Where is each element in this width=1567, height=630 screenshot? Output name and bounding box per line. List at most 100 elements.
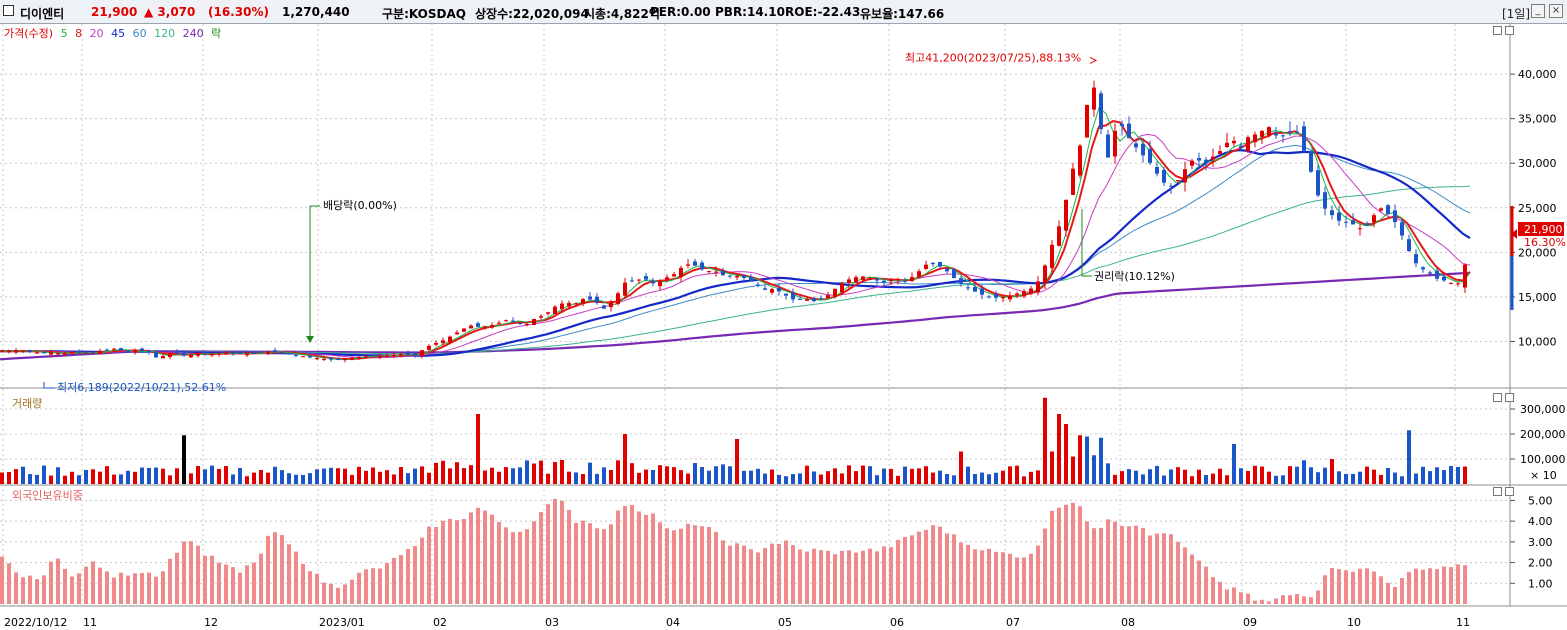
candle-body xyxy=(1169,185,1173,187)
volume-bar xyxy=(987,474,991,484)
volume-bar xyxy=(1421,466,1425,484)
volume-bar xyxy=(420,466,424,484)
x-tick-label: 11 xyxy=(1456,616,1470,629)
foreign-bar xyxy=(161,571,165,604)
legend-ma5[interactable]: 5 xyxy=(60,27,68,40)
foreign-bar xyxy=(770,543,774,604)
volume-unit-label: × 10 xyxy=(1530,469,1557,482)
last-pct-label: 16.30% xyxy=(1524,236,1566,249)
foreign-bar xyxy=(1085,521,1089,604)
legend-ma240[interactable]: 240 xyxy=(182,27,204,40)
candle-body xyxy=(623,282,627,296)
price-change: ▲ 3,070 xyxy=(144,5,196,19)
candle-body xyxy=(1351,220,1355,225)
volume-legend[interactable]: 거래량 xyxy=(12,397,43,410)
foreign-bar xyxy=(1428,568,1432,604)
foreign-bar xyxy=(1372,571,1376,604)
foreign-bar xyxy=(980,550,984,604)
price-legend: 가격(수정) 5 8 20 45 60 120 240 락 xyxy=(4,25,225,41)
volume-bar xyxy=(588,462,592,484)
volume-bar xyxy=(217,468,221,484)
volume-pane-restore-button[interactable] xyxy=(1493,393,1502,402)
volume-bar xyxy=(1176,467,1180,484)
volume-bar xyxy=(875,475,879,484)
close-button[interactable]: × xyxy=(1549,4,1563,18)
candle-body xyxy=(861,276,865,280)
candle-body xyxy=(1064,199,1068,231)
volume-bar xyxy=(525,460,529,484)
candle-body xyxy=(329,358,333,360)
candle-body xyxy=(1435,270,1439,279)
volume-bar xyxy=(910,468,914,484)
volume-bar xyxy=(1449,465,1453,484)
foreign-bar xyxy=(1197,560,1201,604)
foreign-bar xyxy=(1106,519,1110,604)
volume-bar xyxy=(1358,471,1362,484)
candle-body xyxy=(392,354,396,356)
volume-bar xyxy=(546,473,550,484)
foreign-bar xyxy=(28,575,32,604)
volume-bar xyxy=(805,465,809,484)
foreign-bar xyxy=(707,526,711,604)
candle-body xyxy=(798,298,802,300)
volume-bar xyxy=(644,469,648,484)
foreign-bar xyxy=(735,543,739,604)
price-pane-restore-button[interactable] xyxy=(1493,26,1502,35)
legend-ma8[interactable]: 8 xyxy=(75,27,83,40)
price-tick-label: 40,000 xyxy=(1518,68,1557,81)
legend-ma120[interactable]: 120 xyxy=(154,27,176,40)
candle-body xyxy=(903,280,907,282)
volume-pane-close-button[interactable] xyxy=(1505,393,1514,402)
period-selector[interactable]: [1일] xyxy=(1502,7,1531,21)
candle-body xyxy=(763,288,767,290)
candle-body xyxy=(14,350,18,353)
volume-bar xyxy=(616,460,620,484)
candle-body xyxy=(413,353,417,356)
volume-bar xyxy=(42,465,46,484)
select-checkbox[interactable] xyxy=(3,5,14,16)
legend-ex-rights[interactable]: 락 xyxy=(211,27,222,40)
price-pane-close-button[interactable] xyxy=(1505,26,1514,35)
foreign-bar xyxy=(1036,545,1040,604)
foreign-bar xyxy=(938,526,942,604)
volume-bar xyxy=(168,475,172,484)
stock-name[interactable]: 디이엔티 xyxy=(20,7,65,21)
foreign-bar xyxy=(420,537,424,604)
foreign-bar xyxy=(602,529,606,604)
market-cap: 시총:4,822억 xyxy=(584,7,660,21)
volume-bar xyxy=(329,467,333,484)
candle-body xyxy=(770,289,774,293)
legend-ma60[interactable]: 60 xyxy=(132,27,147,40)
candle-body xyxy=(371,354,375,356)
candle-body xyxy=(385,355,389,357)
candle-body xyxy=(357,356,361,359)
stock-chart[interactable]: 2022/10/12 11 12 2023/01 02 03 04 05 06 07 08 09 10 1… xyxy=(0,24,1567,630)
candle-body xyxy=(602,305,606,309)
candle-body xyxy=(1428,272,1432,274)
legend-ma45[interactable]: 45 xyxy=(111,27,126,40)
volume-bar xyxy=(1134,470,1138,484)
foreign-pane-close-button[interactable] xyxy=(1505,487,1514,496)
legend-price[interactable]: 가격(수정) xyxy=(4,27,54,40)
foreign-bar xyxy=(1029,553,1033,604)
volume-bar xyxy=(1099,437,1103,484)
foreign-pane-restore-button[interactable] xyxy=(1493,487,1502,496)
x-tick-label: 07 xyxy=(1006,616,1020,629)
dividend-annotation: 배당락(0.00%) xyxy=(323,199,397,212)
foreign-legend[interactable]: 외국인보유비중 xyxy=(12,489,83,502)
price-change-pct: (16.30%) xyxy=(208,5,269,19)
candle-body xyxy=(1421,267,1425,270)
foreign-bar xyxy=(686,523,690,604)
minimize-button[interactable]: _ xyxy=(1531,4,1545,18)
reserve-ratio: 유보율:147.66 xyxy=(860,7,945,21)
current-price: 21,900 xyxy=(91,5,138,19)
foreign-bar xyxy=(364,569,368,604)
legend-ma20[interactable]: 20 xyxy=(89,27,104,40)
volume-bar xyxy=(105,466,109,484)
foreign-bar xyxy=(756,552,760,604)
foreign-bar xyxy=(896,540,900,604)
foreign-bar xyxy=(1169,534,1173,604)
candle-body xyxy=(707,271,711,273)
foreign-bar xyxy=(644,514,648,604)
volume-bar xyxy=(1386,468,1390,484)
